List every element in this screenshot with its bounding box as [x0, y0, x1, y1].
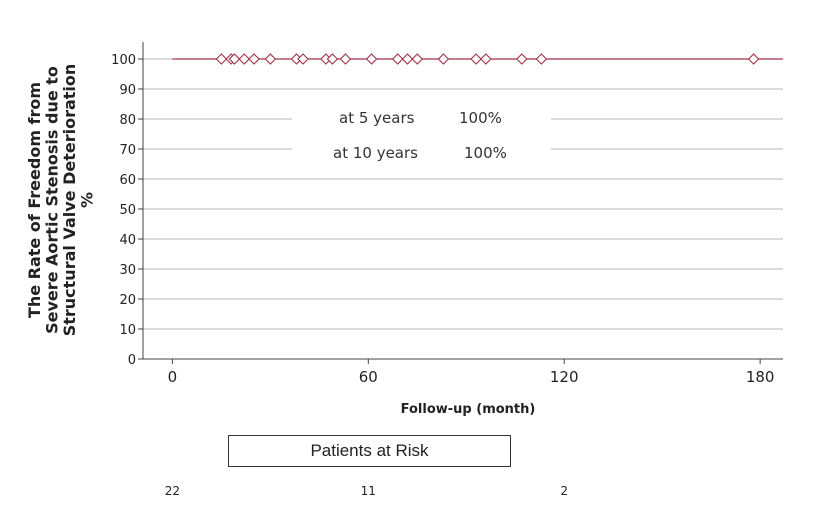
censor-mark-5: [248, 53, 260, 65]
censor-mark-19: [515, 53, 528, 65]
censor-mark-15: [411, 53, 424, 65]
censor-mark-10: [326, 53, 339, 65]
x-tick-label-180: 180: [746, 368, 775, 386]
censor-mark-18: [480, 53, 492, 65]
y-axis-title-line-4: %: [78, 192, 97, 208]
y-tick-label-60: 60: [119, 173, 136, 188]
censor-mark-11: [339, 53, 352, 65]
risk-count-1: 22: [164, 484, 181, 498]
y-tick-label-0: 0: [128, 353, 136, 368]
risk-count-3: 2: [560, 484, 569, 498]
annotation-value-2: 100%: [464, 144, 507, 162]
censor-mark-16: [437, 53, 450, 65]
y-tick-label-80: 80: [119, 113, 136, 128]
x-axis-title: Follow-up (month): [401, 402, 536, 417]
y-tick-label-10: 10: [119, 323, 136, 338]
y-tick-label-100: 100: [111, 53, 136, 68]
y-tick-label-20: 20: [119, 293, 136, 308]
patients-at-risk-box: Patients at Risk: [228, 435, 511, 467]
censor-mark-12: [365, 53, 378, 65]
censor-mark-6: [264, 53, 277, 65]
censor-mark-3: [228, 53, 241, 65]
risk-count-2: 11: [360, 484, 376, 498]
censor-mark-14: [401, 53, 414, 65]
censor-mark-17: [470, 53, 482, 65]
annotation-label-1: at 5 years: [339, 109, 415, 127]
y-tick-label-90: 90: [119, 83, 136, 98]
y-tick-label-70: 70: [119, 143, 136, 158]
y-axis-title-line-3: Structural Valve Deterioration: [60, 64, 79, 337]
censor-mark-1: [215, 53, 228, 65]
annotation-value-1: 100%: [459, 109, 502, 127]
x-tick-label-60: 60: [359, 368, 378, 386]
y-tick-label-30: 30: [119, 263, 136, 278]
y-axis-title-line-2: Severe Aortic Stenosis due to: [43, 66, 62, 334]
patients-at-risk-label: Patients at Risk: [310, 441, 429, 460]
annotation-label-2: at 10 years: [333, 144, 418, 162]
x-tick-label-0: 0: [168, 368, 178, 386]
censor-mark-21: [747, 53, 760, 65]
survival-chart: 0 10 20 30 40 50 60 70 80 90 100 0 60 120 180 Follow-up…: [25, 42, 783, 417]
y-tick-label-40: 40: [119, 233, 136, 248]
censor-mark-13: [391, 53, 404, 65]
x-tick-label-120: 120: [550, 368, 579, 386]
censor-mark-4: [238, 53, 251, 65]
censor-mark-20: [535, 53, 548, 65]
y-tick-label-50: 50: [119, 203, 136, 218]
y-axis-title-line-1: The Rate of Freedom from: [25, 82, 44, 318]
censor-mark-8: [297, 53, 309, 65]
